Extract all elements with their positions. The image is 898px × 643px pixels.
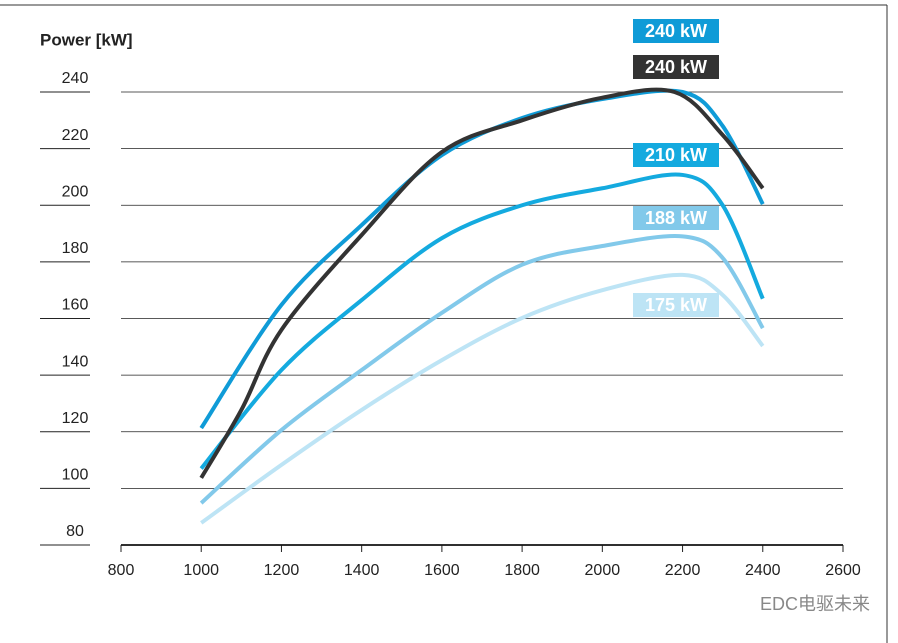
y-axis-title: Power [kW] <box>40 30 133 49</box>
x-tick-label: 2200 <box>665 562 701 579</box>
y-tick-label: 140 <box>62 353 89 370</box>
series-line <box>200 272 765 525</box>
y-tick-label: 120 <box>62 410 89 427</box>
legend-box <box>633 293 719 317</box>
x-tick-label: 1600 <box>424 562 460 579</box>
legend-label: 240 kW <box>645 57 707 77</box>
x-tick-label: 1200 <box>264 562 300 579</box>
legend-box <box>633 19 719 43</box>
watermark: EDC电驱未来 <box>760 594 870 614</box>
legend-box <box>633 206 719 230</box>
x-tick-label: 1400 <box>344 562 380 579</box>
x-tick-label: 800 <box>108 562 135 579</box>
legend-label: 240 kW <box>645 21 707 41</box>
legend-label: 188 kW <box>645 208 707 228</box>
y-tick-label: 160 <box>62 297 89 314</box>
y-tick-label: 100 <box>62 467 89 484</box>
x-tick-label: 2600 <box>825 562 861 579</box>
series-line <box>199 87 765 479</box>
series-line <box>199 172 765 470</box>
series-line <box>199 234 765 505</box>
y-tick-label: 180 <box>62 240 89 257</box>
legend-label: 210 kW <box>645 145 707 165</box>
x-tick-label: 2000 <box>585 562 621 579</box>
legend-box <box>633 55 719 79</box>
series-line <box>199 88 765 430</box>
y-tick-label: 240 <box>62 70 89 87</box>
x-tick-label: 2400 <box>745 562 781 579</box>
legend-label: 175 kW <box>645 295 707 315</box>
legend-box <box>633 143 719 167</box>
x-tick-label: 1000 <box>183 562 219 579</box>
y-tick-label: 200 <box>62 183 89 200</box>
y-tick-label: 220 <box>62 127 89 144</box>
x-tick-label: 1800 <box>504 562 540 579</box>
y-tick-label: 80 <box>66 523 84 540</box>
